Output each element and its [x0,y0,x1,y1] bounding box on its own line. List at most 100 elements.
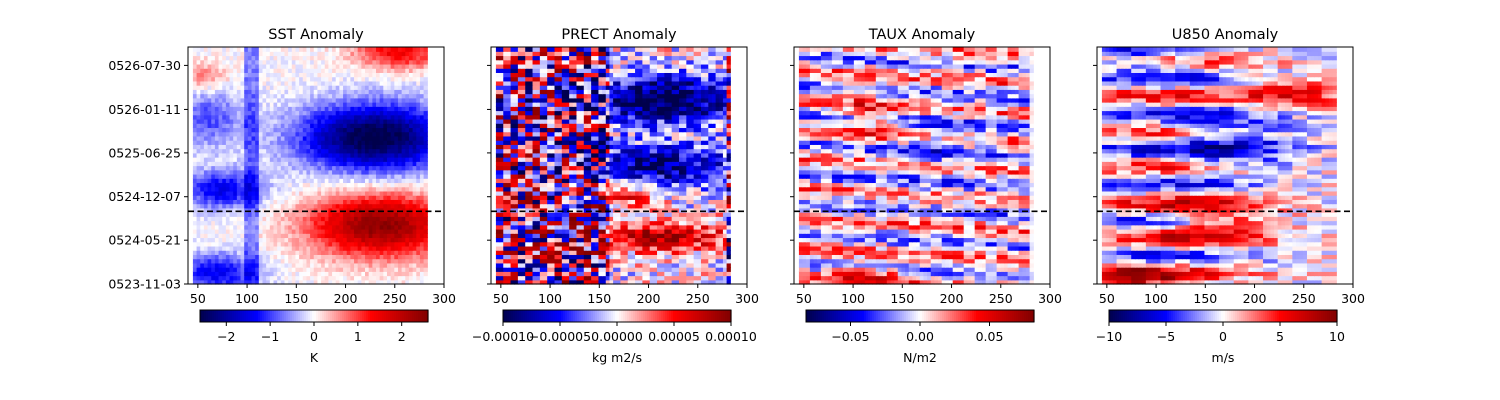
heatmap-cell [532,262,537,268]
heatmap-cell [291,182,297,188]
heatmap-cell [383,144,388,150]
heatmap-cell [635,199,640,205]
heatmap-cell [273,228,278,234]
heatmap-cell [550,233,556,239]
heatmap-cell [635,212,640,217]
heatmap-cell [277,250,282,255]
heatmap-cell [569,237,574,243]
heatmap-cell [236,106,242,112]
heatmap-cell [547,250,552,255]
heatmap-cell [332,85,337,90]
heatmap-cell [332,97,337,103]
heatmap-cell [321,258,326,264]
heatmap-cell [244,224,249,230]
heatmap-cell [514,237,519,243]
heatmap-cell [419,267,425,272]
heatmap-cell [390,190,395,196]
heatmap-cell [423,123,428,129]
heatmap-cell [288,140,293,145]
heatmap-cell [376,68,381,73]
heatmap-cell [225,51,231,57]
heatmap-cell [302,241,308,247]
heatmap-cell [408,63,414,69]
heatmap-cell [354,152,359,158]
heatmap-cell [631,275,636,281]
heatmap-cell [233,199,238,205]
heatmap-cell [343,106,348,112]
heatmap-cell [350,135,355,141]
heatmap-cell [321,97,326,103]
heatmap-cell [495,279,501,285]
heatmap-cell [306,114,311,120]
heatmap-cell [689,245,695,251]
heatmap-cell [726,203,731,209]
heatmap-cell [416,55,421,61]
heatmap-cell [200,165,205,171]
heatmap-cell [269,220,275,226]
heatmap-cell [602,258,607,264]
heatmap-cell [277,271,282,277]
heatmap-cell [594,245,600,251]
heatmap-cell [332,93,337,99]
heatmap-cell [514,267,519,272]
heatmap-cell [218,254,223,260]
heatmap-cell [397,233,403,239]
heatmap-cell [343,271,348,277]
heatmap-cell [273,186,278,192]
heatmap-cell [503,241,508,247]
heatmap-cell [506,241,512,247]
heatmap-cell [247,152,253,158]
heatmap-cell [412,110,417,116]
heatmap-cell [722,271,728,277]
heatmap-cell [543,279,548,285]
heatmap-cell [412,102,417,107]
heatmap-cell [328,207,333,213]
heatmap-cell [346,157,351,162]
x-tick-label: 250 [383,291,407,306]
heatmap-cell [580,237,585,243]
heatmap-cell [328,93,333,99]
heatmap-cell [266,76,271,82]
heatmap-cell [365,63,370,69]
heatmap-cell [299,165,304,171]
heatmap-cell [525,199,530,205]
heatmap-cell [277,169,282,175]
heatmap-cell [499,220,504,226]
heatmap-cell [693,271,698,277]
heatmap-cell [379,258,384,264]
heatmap-cell [203,182,209,188]
heatmap-cell [664,207,669,213]
heatmap-cell [602,212,607,217]
heatmap-cell [682,254,687,260]
heatmap-cell [310,203,315,209]
heatmap-cell [405,47,410,52]
heatmap-cell [211,186,216,192]
heatmap-cell [269,254,275,260]
heatmap-cell [368,144,373,150]
heatmap-cell [686,237,691,243]
heatmap-cell [236,207,242,213]
heatmap-cell [715,207,720,213]
heatmap-cell [339,199,344,205]
heatmap-cell [624,212,629,217]
heatmap-cell [207,262,212,268]
colorbar-segment [290,310,293,322]
heatmap-cell [514,228,519,234]
heatmap-cell [726,237,731,243]
heatmap-cell [419,152,425,158]
heatmap-cell [350,199,355,205]
heatmap-cell [397,85,403,90]
heatmap-cell [635,258,640,264]
heatmap-cell [660,267,665,272]
heatmap-cell [302,97,308,103]
heatmap-cell [350,80,355,86]
heatmap-cell [306,68,311,73]
heatmap-cell [550,241,556,247]
heatmap-cell [266,135,271,141]
heatmap-cell [423,97,428,103]
heatmap-cell [240,93,245,99]
heatmap-cell [258,102,264,107]
heatmap-cell [288,59,293,65]
heatmap-cell [306,140,311,145]
heatmap-cell [386,135,392,141]
